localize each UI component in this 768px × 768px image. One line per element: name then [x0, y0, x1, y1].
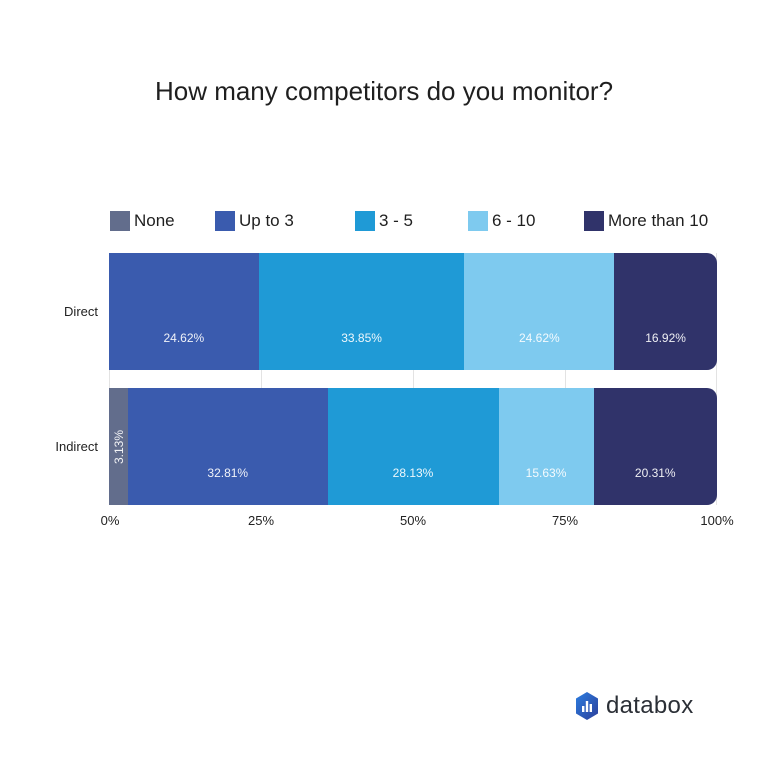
gridline-25 — [261, 253, 262, 505]
segment-value-label: 3.13% — [111, 429, 126, 464]
category-label-indirect: Indirect — [55, 439, 98, 454]
segment-value-label: 20.31% — [634, 466, 676, 480]
segment-value-label: 24.62% — [163, 331, 205, 345]
segment-value-label: 32.81% — [207, 466, 249, 480]
logo-text: databox — [606, 692, 694, 719]
segment-indirect-up-to-3[interactable]: 32.81% — [128, 388, 328, 505]
bar-direct: 24.62% 33.85% 24.62% 16.92% — [109, 253, 717, 370]
segment-value-label: 28.13% — [392, 466, 434, 480]
segment-direct-6-10[interactable]: 24.62% — [464, 253, 615, 370]
segment-direct-up-to-3[interactable]: 24.62% — [109, 253, 259, 370]
legend-swatch-more-than-10 — [584, 211, 604, 231]
databox-logo: databox — [574, 691, 694, 721]
segment-value-label: 33.85% — [341, 331, 382, 345]
x-tick-25: 25% — [247, 513, 275, 528]
segment-direct-3-5[interactable]: 33.85% — [258, 253, 465, 370]
segment-value-label: 16.92% — [645, 331, 686, 345]
legend-item-none: None — [110, 211, 175, 231]
gridline-50 — [413, 253, 414, 505]
legend-label: Up to 3 — [239, 211, 294, 230]
legend-swatch-6-10 — [468, 211, 488, 231]
legend: None Up to 3 3 - 5 6 - 10 More than 10 — [110, 211, 730, 235]
legend-label: 3 - 5 — [379, 211, 414, 230]
legend-swatch-none — [110, 211, 130, 231]
legend-swatch-up-to-3 — [215, 211, 235, 231]
legend-label: None — [134, 211, 175, 230]
x-tick-0: 0% — [100, 513, 120, 528]
segment-direct-more-than-10[interactable]: 16.92% — [614, 253, 717, 370]
databox-hexagon-icon — [576, 692, 598, 720]
legend-swatch-3-5 — [355, 211, 375, 231]
legend-item-6-10: 6 - 10 — [468, 211, 535, 231]
segment-indirect-3-5[interactable]: 28.13% — [327, 388, 499, 505]
category-label-direct: Direct — [64, 304, 98, 319]
legend-item-more-than-10: More than 10 — [584, 211, 708, 231]
segment-value-label: 15.63% — [525, 466, 567, 480]
segment-indirect-6-10[interactable]: 15.63% — [498, 388, 594, 505]
segment-value-label: 24.62% — [518, 331, 560, 345]
gridline-100 — [716, 253, 717, 505]
x-tick-50: 50% — [399, 513, 427, 528]
segment-indirect-none[interactable]: 3.13% — [109, 388, 129, 505]
legend-label: More than 10 — [608, 211, 709, 230]
legend-item-3-5: 3 - 5 — [355, 211, 413, 231]
segment-indirect-more-than-10[interactable]: 20.31% — [593, 388, 717, 505]
plot-area: 24.62% 33.85% 24.62% 16.92% 3.13% 32.81%… — [109, 253, 717, 505]
chart-title: How many competitors do you monitor? — [154, 76, 614, 106]
x-tick-75: 75% — [551, 513, 579, 528]
legend-label: 6 - 10 — [492, 211, 536, 230]
x-tick-100: 100% — [700, 513, 734, 528]
gridline-75 — [565, 253, 566, 505]
legend-item-up-to-3: Up to 3 — [215, 211, 294, 231]
gridline-0 — [109, 253, 110, 505]
bar-indirect: 3.13% 32.81% 28.13% 15.63% 20.31% — [109, 388, 717, 505]
